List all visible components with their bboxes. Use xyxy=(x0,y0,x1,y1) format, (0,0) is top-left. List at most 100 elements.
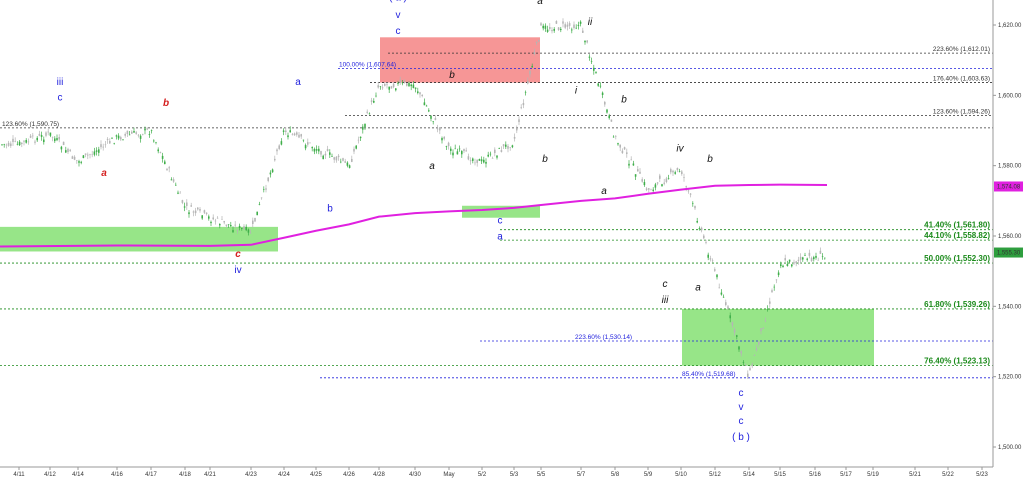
candle-body xyxy=(21,142,23,144)
level-label-1: 100.00% (1,607.64) xyxy=(339,61,396,68)
candle-body xyxy=(93,151,96,155)
candle-body xyxy=(49,132,52,136)
candle-body xyxy=(120,137,122,140)
candle-body xyxy=(709,258,712,260)
y-tick-label-5: 1,520.00 xyxy=(998,375,1022,381)
candle-body xyxy=(782,265,784,268)
candle-body xyxy=(65,150,67,153)
candle-body xyxy=(166,168,168,171)
wave-label-10: c xyxy=(396,26,401,37)
candle-body xyxy=(639,171,641,174)
candle-body xyxy=(766,309,769,310)
candle-body xyxy=(670,169,672,173)
candle-body xyxy=(797,259,800,261)
candle-body xyxy=(337,155,340,158)
candle-body xyxy=(25,140,27,143)
candle-body xyxy=(634,174,637,177)
candle-body xyxy=(703,235,705,239)
candle-body xyxy=(386,84,388,85)
candle-body xyxy=(256,211,258,216)
candle-body xyxy=(447,142,450,147)
candle-body xyxy=(238,225,241,229)
candle-body xyxy=(423,102,426,106)
candle-body xyxy=(71,156,74,159)
candle-body xyxy=(417,91,419,93)
candle-body xyxy=(509,147,511,148)
candle-body xyxy=(322,155,324,160)
wave-label-15: a xyxy=(537,0,543,7)
candle-body xyxy=(78,161,80,163)
wave-label-27: a xyxy=(695,283,701,294)
candle-body xyxy=(12,138,14,142)
candle-body xyxy=(531,65,533,68)
candle-body xyxy=(289,130,291,133)
candle-body xyxy=(623,147,626,150)
candle-body xyxy=(351,158,353,162)
candle-body xyxy=(5,144,8,146)
candle-body xyxy=(56,138,58,141)
candle-body xyxy=(729,315,731,319)
candle-body xyxy=(230,224,232,227)
candle-body xyxy=(199,208,201,211)
candle-body xyxy=(456,151,459,155)
candle-body xyxy=(467,156,470,160)
candle-body xyxy=(452,152,454,156)
candle-body xyxy=(177,192,179,194)
candle-body xyxy=(18,141,21,146)
candle-body xyxy=(571,29,573,31)
candle-body xyxy=(681,171,683,175)
candle-body xyxy=(579,21,582,24)
candle-body xyxy=(142,134,144,135)
candle-body xyxy=(309,142,311,144)
wave-label-19: ii xyxy=(588,17,593,28)
wave-label-26: iii xyxy=(662,295,669,306)
level-label-11: 85.40% (1,519.68) xyxy=(682,371,735,378)
candle-body xyxy=(164,161,166,165)
x-tick-label-23: 5/15 xyxy=(774,472,786,478)
candle-body xyxy=(76,160,78,161)
candle-body xyxy=(502,144,505,147)
candle-body xyxy=(274,158,276,161)
candle-body xyxy=(485,161,487,164)
candle-body xyxy=(150,130,153,131)
highlight-zones xyxy=(0,37,874,366)
candle-body xyxy=(146,128,148,130)
candle-body xyxy=(775,279,778,281)
candle-body xyxy=(480,159,483,162)
candle-body xyxy=(359,136,362,139)
candle-body xyxy=(137,134,140,136)
x-tick-label-29: 5/23 xyxy=(976,472,988,478)
wave-label-29: v xyxy=(739,402,744,413)
x-axis-ticks: 4/11 4/12 4/14 4/16 4/17 4/18 4/21 4/23 4/24 4/25… xyxy=(13,467,988,478)
candle-body xyxy=(16,143,19,145)
candle-body xyxy=(214,220,217,222)
candle-body xyxy=(604,101,606,105)
candle-body xyxy=(282,130,285,132)
candle-body xyxy=(159,151,162,153)
candle-body xyxy=(522,103,525,106)
candle-body xyxy=(557,27,560,31)
y-tick-label-0: 1,620.00 xyxy=(998,23,1022,29)
candle-body xyxy=(458,148,461,150)
candle-body xyxy=(47,131,49,133)
candle-body xyxy=(450,148,452,151)
candle-body xyxy=(212,217,214,220)
level-label-0: 223.60% (1,612.01) xyxy=(933,46,990,53)
candle-body xyxy=(791,264,793,267)
candle-body xyxy=(489,153,492,155)
x-tick-label-1: 4/12 xyxy=(44,472,56,478)
wave-label-16: b xyxy=(542,154,548,165)
candle-body xyxy=(296,132,298,135)
candle-body xyxy=(111,138,113,139)
candle-body xyxy=(190,205,192,207)
candle-body xyxy=(714,269,716,271)
zone-1 xyxy=(0,226,278,252)
price-badge-1 xyxy=(994,247,1023,258)
candle-body xyxy=(254,217,256,222)
candle-body xyxy=(278,145,280,149)
candle-body xyxy=(428,110,430,112)
candle-body xyxy=(749,368,751,371)
candle-body xyxy=(3,144,5,145)
x-tick-label-3: 4/16 xyxy=(111,472,123,478)
wave-label-5: iv xyxy=(234,265,241,276)
